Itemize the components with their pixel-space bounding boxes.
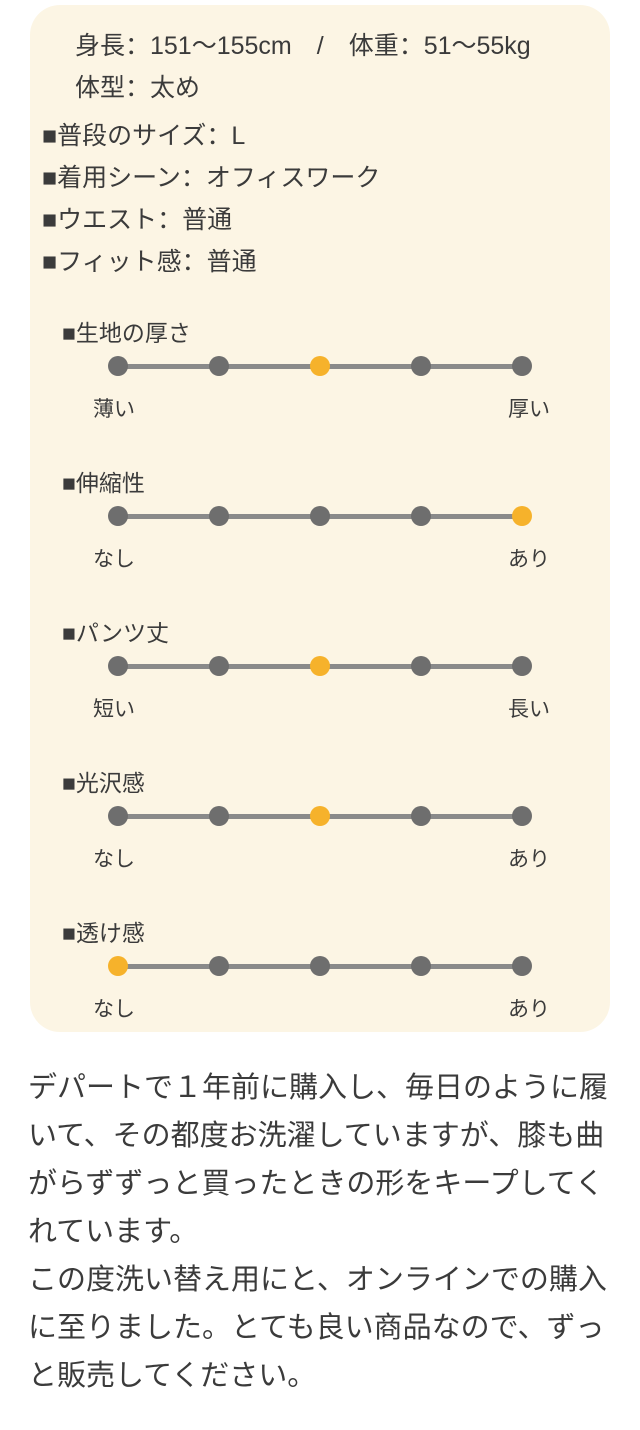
review-paragraph: この度洗い替え用にと、オンラインでの購入に至りました。とても良い商品なので、ずっ… [28,1264,607,1392]
scale-min-label: なし [93,848,135,871]
rating-scale: ■透け感なし あり [30,918,610,1024]
rating-scale: ■伸縮性なし あり [30,468,610,574]
rating-dot [310,956,330,976]
scale-title: ■伸縮性 [62,470,145,496]
scale-max-label: 長い [508,698,550,721]
rating-dot-selected [310,656,330,676]
rating-dot-selected [512,506,532,526]
rating-dot [411,956,431,976]
rating-dot [310,506,330,526]
review-paragraph: デパートで１年前に購入し、毎日のように履いて、その都度お洗濯していますが、膝も曲… [28,1072,609,1248]
scale-title: ■透け感 [62,920,145,946]
rating-dot-selected [310,806,330,826]
rating-dot [411,656,431,676]
reviewer-profile: 身長：151〜155cm / 体重：51〜55kg 体型：太め [75,5,610,109]
scale-title: ■光沢感 [62,770,145,796]
rating-dot [411,506,431,526]
rating-track [108,356,532,376]
rating-track [108,506,532,526]
scale-min-label: なし [93,998,135,1021]
attribute-line: ■フィット感：普通 [42,248,257,276]
scale-endpoint-labels: なし あり [93,546,550,574]
scale-max-label: あり [508,548,550,571]
scale-min-label: なし [93,548,135,571]
rating-dot [512,656,532,676]
scale-endpoint-labels: なし あり [93,846,550,874]
rating-dot [209,356,229,376]
scale-endpoint-labels: 薄い 厚い [93,396,550,424]
scale-min-label: 短い [93,698,135,721]
rating-track [108,956,532,976]
scale-endpoint-labels: 短い 長い [93,696,550,724]
rating-scale: ■生地の厚さ薄い 厚い [30,318,610,424]
rating-scale: ■光沢感なし あり [30,768,610,874]
attribute-line: ■普段のサイズ：L [42,122,246,150]
rating-dot [108,806,128,826]
rating-dot [209,506,229,526]
scale-title: ■パンツ丈 [62,620,170,646]
attribute-line: ■着用シーン：オフィスワーク [42,164,381,192]
height-weight-line: 身長：151〜155cm / 体重：51〜55kg [75,32,531,60]
review-text: デパートで１年前に購入し、毎日のように履いて、その都度お洗濯していますが、膝も曲… [28,1064,612,1400]
rating-track [108,656,532,676]
rating-dot [512,956,532,976]
rating-dot-selected [108,956,128,976]
rating-track [108,806,532,826]
rating-dot [209,656,229,676]
attribute-line: ■ウエスト：普通 [42,206,233,234]
rating-dot [108,506,128,526]
body-type-line: 体型：太め [75,74,201,102]
rating-dot [512,806,532,826]
scale-max-label: あり [508,998,550,1021]
scale-min-label: 薄い [93,398,135,421]
scale-max-label: あり [508,848,550,871]
rating-dot [209,956,229,976]
rating-scale: ■パンツ丈短い 長い [30,618,610,724]
rating-dot [108,656,128,676]
scale-max-label: 厚い [508,398,550,421]
review-page: { "card": { "profile_lines": [ "身長：151〜1… [0,5,640,1430]
scale-endpoint-labels: なし あり [93,996,550,1024]
rating-dot-selected [310,356,330,376]
rating-dot [411,356,431,376]
scale-title: ■生地の厚さ [62,320,191,346]
rating-dot [512,356,532,376]
rating-dot [209,806,229,826]
reviewer-info-card: 身長：151〜155cm / 体重：51〜55kg 体型：太め ■普段のサイズ：… [30,5,610,1032]
rating-scales: ■生地の厚さ 薄い 厚い ■伸縮性 なし あり ■パンツ丈 短い 長い ■光沢感 なし あり ■透け感な… [30,318,610,1024]
rating-dot [108,356,128,376]
reviewer-attributes: ■普段のサイズ：L ■着用シーン：オフィスワーク ■ウエスト：普通 ■フィット感：普通 [42,115,610,283]
rating-dot [411,806,431,826]
